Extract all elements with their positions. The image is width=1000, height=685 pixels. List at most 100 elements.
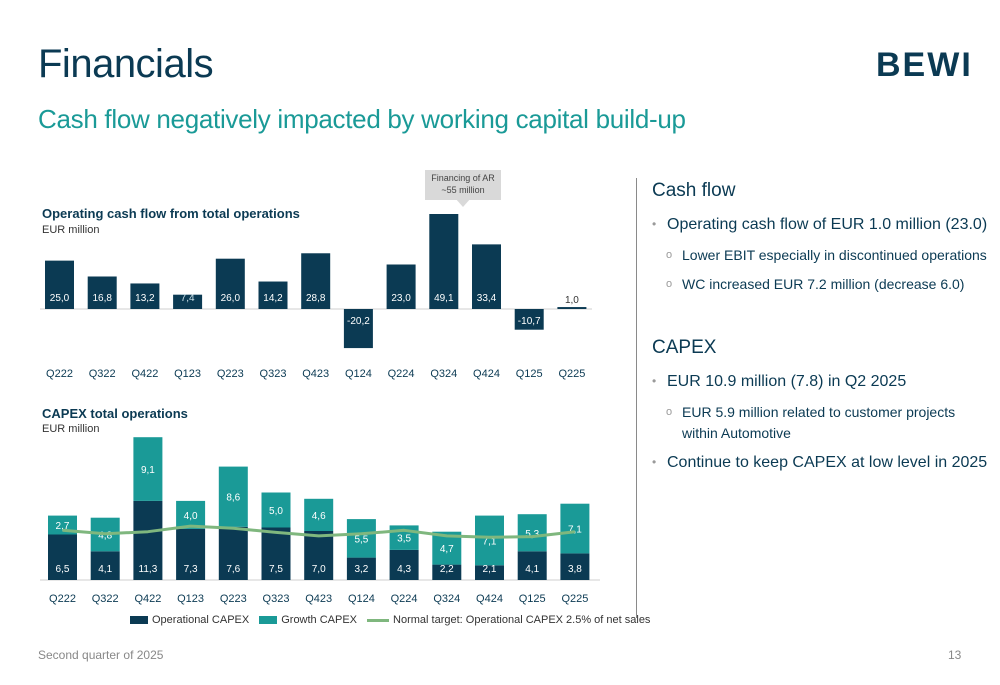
ocf-data-label: 25,0 [50,293,70,304]
capex-bar-growth [346,519,376,558]
callout-line-2: ~55 million [441,185,485,195]
sub-bullet-icon: o [666,406,673,418]
ocf-data-label: -10,7 [518,316,541,327]
capex-chart: 6,5 2,7 Q222 4,1 4,8 Q322 11,3 9,1 Q422 7,3 4,0 Q12… [40,437,600,605]
commentary-panel: Cash flow • Operating cash flow of EUR 1… [652,180,992,483]
ocf-data-label: 14,2 [263,293,283,304]
capex-bullet-1-text: EUR 10.9 million (7.8) in Q2 2025 [667,373,907,390]
capex-label-growth: 2,7 [56,521,70,532]
capex-x-tick: Q423 [305,593,332,605]
ocf-chart: 25,0 Q222 16,8 Q322 13,2 Q422 7,4 Q123 26,0 Q223 1… [40,214,592,380]
ocf-x-tick: Q422 [131,368,158,380]
capex-bar-operational [475,565,504,580]
cash-flow-bullet: • Operating cash flow of EUR 1.0 million… [652,214,992,235]
bullet-icon: • [652,217,657,231]
ocf-data-label: 26,0 [221,293,241,304]
ocf-bar [557,307,587,309]
capex-bar-operational [218,526,248,580]
capex-chart-unit: EUR million [42,423,100,435]
financing-callout: Financing of AR ~55 million [425,170,501,200]
capex-label-operational: 2,1 [483,564,497,575]
cash-flow-sub-2: o WC increased EUR 7.2 million (decrease… [652,274,992,295]
page-title: Financials [38,42,214,86]
ocf-bar [514,309,544,330]
capex-label-operational: 3,8 [568,564,582,575]
ocf-x-tick: Q322 [89,368,116,380]
capex-sub-1: o EUR 5.9 million related to customer pr… [652,402,992,444]
capex-x-tick: Q123 [177,593,204,605]
ocf-data-label: -20,2 [347,316,370,327]
cash-flow-sub-1-text: Lower EBIT especially in discontinued op… [682,247,987,263]
capex-x-tick: Q422 [134,593,161,605]
ocf-bar [429,214,459,309]
capex-label-growth: 3,5 [397,534,411,545]
capex-label-operational: 4,3 [397,564,411,575]
capex-label-operational: 7,3 [184,564,198,575]
ocf-x-tick: Q324 [430,368,457,380]
ocf-x-tick: Q222 [46,368,73,380]
capex-label-operational: 7,5 [269,564,283,575]
capex-label-growth: 5,0 [269,506,283,517]
bullet-icon: • [652,455,657,469]
ocf-chart-title: Operating cash flow from total operation… [42,206,300,221]
capex-label-operational: 2,2 [440,564,454,575]
ocf-bar [130,283,160,309]
ocf-x-tick: Q423 [302,368,329,380]
capex-label-operational: 11,3 [139,564,158,575]
sub-bullet-icon: o [666,249,673,261]
ocf-x-tick: Q224 [388,368,415,380]
capex-label-operational: 4,1 [98,564,112,575]
capex-bar-operational [517,551,547,580]
capex-x-tick: Q125 [519,593,546,605]
capex-heading: CAPEX [652,337,717,358]
capex-x-tick: Q324 [433,593,460,605]
cash-flow-bullet-text: Operating cash flow of EUR 1.0 million (… [667,216,988,233]
capex-x-tick: Q124 [348,593,375,605]
page-subtitle: Cash flow negatively impacted by working… [38,104,686,134]
capex-label-growth: 7,1 [568,525,582,536]
footer-period: Second quarter of 2025 [38,648,164,662]
capex-label-growth: 9,1 [141,465,155,476]
bullet-icon: • [652,374,657,388]
capex-bullet-1: • EUR 10.9 million (7.8) in Q2 2025 [652,371,992,392]
capex-bar-operational [261,527,291,580]
capex-target-line [62,524,576,539]
capex-bar-operational [560,553,590,580]
capex-x-tick: Q322 [92,593,119,605]
ocf-x-tick: Q424 [473,368,500,380]
capex-label-operational: 6,5 [56,564,70,575]
capex-bar-operational [389,549,419,580]
capex-bar-growth [261,492,291,528]
capex-label-growth: 5,3 [525,529,539,540]
ocf-x-tick: Q323 [260,368,287,380]
capex-bar-growth [517,514,547,552]
capex-bar-operational [176,528,206,580]
capex-label-operational: 3,2 [354,564,368,575]
callout-line-1: Financing of AR [431,173,495,183]
capex-x-tick: Q224 [391,593,418,605]
bewi-logo: BEWI [876,46,973,84]
capex-bar-operational [304,531,334,580]
capex-label-growth: 4,0 [184,511,198,522]
capex-label-operational: 7,6 [226,564,240,575]
ocf-bar [87,276,117,309]
cash-flow-heading: Cash flow [652,180,736,201]
capex-bar-operational [432,564,462,580]
ocf-data-label: 49,1 [434,293,454,304]
capex-bar-growth [176,500,206,529]
capex-bar-growth [304,498,334,531]
capex-bar-growth [218,466,248,527]
capex-bullet-2: • Continue to keep CAPEX at low level in… [652,452,992,473]
capex-x-tick: Q225 [561,593,588,605]
ocf-data-label: 7,4 [181,293,195,304]
ocf-bar [45,260,74,309]
capex-x-tick: Q424 [476,593,503,605]
page-number: 13 [948,648,962,662]
cash-flow-sub-2-text: WC increased EUR 7.2 million (decrease 6… [682,276,965,292]
ocf-data-label: 1,0 [565,295,579,306]
capex-bar-operational [346,557,376,580]
legend-label-operational: Operational CAPEX [152,614,250,626]
ocf-chart-unit: EUR million [42,224,100,236]
cash-flow-sub-1: o Lower EBIT especially in discontinued … [652,245,992,266]
capex-label-operational: 7,0 [312,564,326,575]
